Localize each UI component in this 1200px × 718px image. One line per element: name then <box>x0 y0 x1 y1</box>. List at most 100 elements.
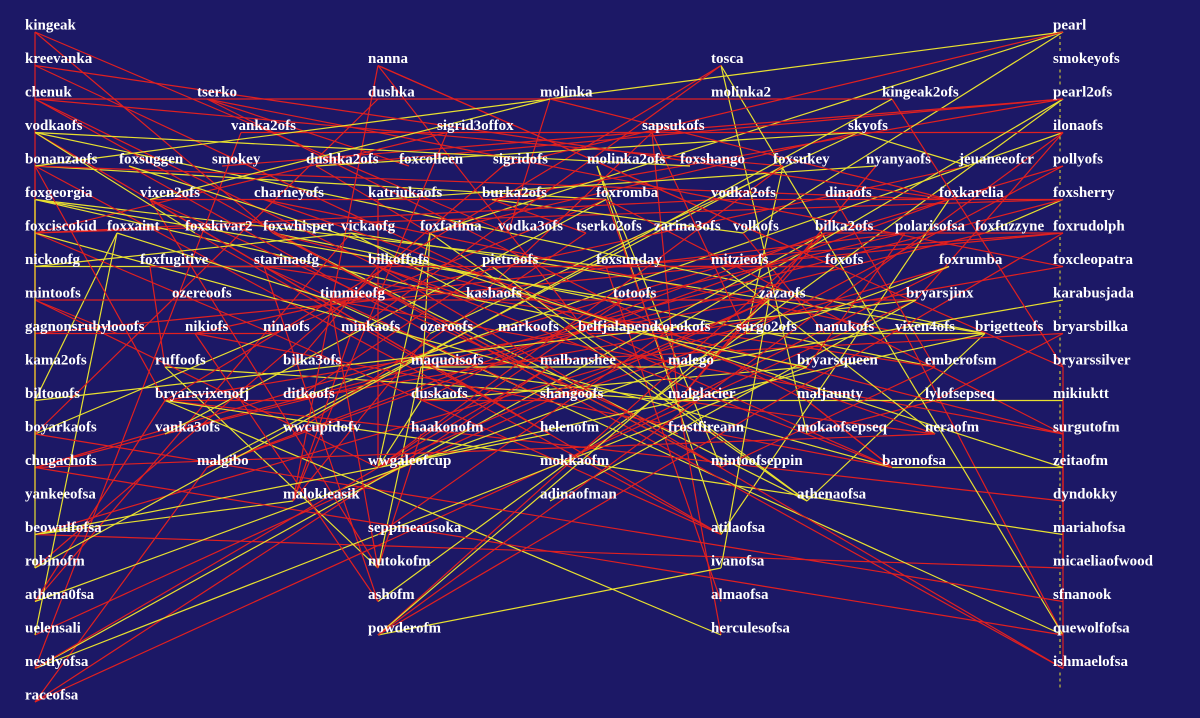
pedigree-link <box>292 132 448 502</box>
pedigree-link <box>377 265 893 469</box>
dog-name: brigetteofs <box>975 319 1043 335</box>
dog-name: malgibo <box>197 453 249 469</box>
pedigree-link <box>34 198 607 268</box>
dog-name: emberofsm <box>925 352 997 368</box>
pedigree-link <box>491 198 587 234</box>
pedigree-link <box>904 333 1064 636</box>
dog-name: mokkaofm <box>540 453 610 469</box>
pedigree-link <box>934 332 1064 402</box>
dog-name: adinaofman <box>540 486 617 502</box>
pedigree-link <box>164 299 770 402</box>
dog-name: nanna <box>368 51 409 67</box>
dog-name: mintoofs <box>25 285 81 301</box>
dog-name: nikiofs <box>185 319 229 335</box>
dog-name: smokeyofs <box>1053 51 1120 67</box>
pedigree-link <box>34 198 722 234</box>
pedigree-link <box>263 198 936 435</box>
pedigree-link <box>34 232 352 268</box>
pedigree-link <box>34 500 294 536</box>
pedigree-link <box>377 299 770 469</box>
dog-name: foxsunday <box>596 252 662 268</box>
dog-name: foxcleopatra <box>1053 252 1133 268</box>
pedigree-link <box>34 232 893 469</box>
dog-name: skyofs <box>848 118 888 134</box>
dog-name: pearl2ofs <box>1053 84 1112 100</box>
pedigree-link <box>34 366 551 670</box>
pedigree-link <box>420 299 624 402</box>
pedigree-link <box>377 333 665 535</box>
pedigree-link <box>34 299 917 402</box>
dog-name: robinofm <box>25 553 85 569</box>
dog-name: vickaofg <box>341 218 396 234</box>
pedigree-link <box>491 266 808 502</box>
dog-name: vanka2ofs <box>231 118 296 134</box>
pedigree-link <box>720 65 1064 636</box>
dog-name: tserko <box>197 84 237 100</box>
pedigree-link <box>663 98 1064 335</box>
pedigree-link <box>34 332 274 435</box>
dog-name: neraofm <box>925 419 980 435</box>
pedigree-link <box>292 65 379 502</box>
dog-name: molinka <box>540 84 593 100</box>
pedigree-link <box>377 567 722 636</box>
dog-name: bilka3ofs <box>283 352 342 368</box>
pedigree-link <box>34 165 504 569</box>
dog-name: sigrid3offox <box>437 118 514 134</box>
dog-name: belfjalapeno <box>578 319 657 335</box>
pedigree-link <box>377 265 1064 670</box>
dog-name: vodkaofs <box>25 118 83 134</box>
pedigree-link <box>475 299 808 368</box>
pedigree-link <box>34 299 917 703</box>
dog-name: timmieofg <box>320 285 385 301</box>
pedigree-link <box>377 132 1064 636</box>
pedigree-link <box>164 64 722 402</box>
pedigree-link <box>292 266 493 401</box>
dog-name: uelensali <box>25 620 81 636</box>
dog-name: molinka2 <box>711 84 771 100</box>
dog-name: foxshango <box>680 151 745 167</box>
dog-name: zazaofs <box>759 285 806 301</box>
dog-name: volkofs <box>733 218 779 234</box>
dog-name: kingeak2ofs <box>882 84 959 100</box>
dog-name: foxsherry <box>1053 185 1115 201</box>
pedigree-link <box>34 232 118 401</box>
pedigree-link <box>34 64 950 201</box>
pedigree-link <box>806 399 936 435</box>
dog-name: foxsukey <box>773 151 830 167</box>
dog-name: dyndokky <box>1053 486 1118 502</box>
pedigree-link <box>677 232 826 401</box>
dog-name: mokaofsepseq <box>797 419 888 435</box>
dog-name: foxwhisper <box>263 218 334 234</box>
dog-name: bryarsjinx <box>906 285 974 301</box>
pedigree-link <box>315 131 859 167</box>
dog-name: ninaofs <box>263 319 310 335</box>
dog-name: maljaunty <box>797 386 863 402</box>
dog-name: charneyofs <box>254 185 324 201</box>
dog-name: polarisofsa <box>895 218 966 234</box>
pedigree-link <box>677 400 722 636</box>
dog-name: smokey <box>212 151 261 167</box>
pedigree-link <box>149 98 551 201</box>
pedigree-link <box>34 64 679 368</box>
dog-name: foxxaint <box>107 218 160 234</box>
dog-name: gagnonsruby <box>25 319 109 335</box>
dog-name: sapsukofs <box>642 118 705 134</box>
dog-name: looofs <box>107 319 145 335</box>
dog-name: tserko2ofs <box>576 218 642 234</box>
dog-name: foxrudolph <box>1053 218 1125 234</box>
pedigree-link <box>149 198 679 435</box>
dog-name: quewolfofsa <box>1053 620 1130 636</box>
pedigree-link <box>549 98 950 201</box>
pedigree-link <box>834 199 936 368</box>
pedigree-link <box>377 265 477 301</box>
dog-name: mintoofseppin <box>711 453 803 469</box>
dog-name: baronofsa <box>882 453 946 469</box>
dog-name: bryarsqueen <box>797 352 878 368</box>
pedigree-link <box>34 98 893 569</box>
dog-name: ilonaofs <box>1053 118 1103 134</box>
dog-name: zarina3ofs <box>654 218 721 234</box>
dog-name: minkaofs <box>341 319 400 335</box>
pedigree-link <box>420 332 1064 368</box>
pedigree-link <box>720 299 770 569</box>
pedigree-link <box>502 31 1064 167</box>
